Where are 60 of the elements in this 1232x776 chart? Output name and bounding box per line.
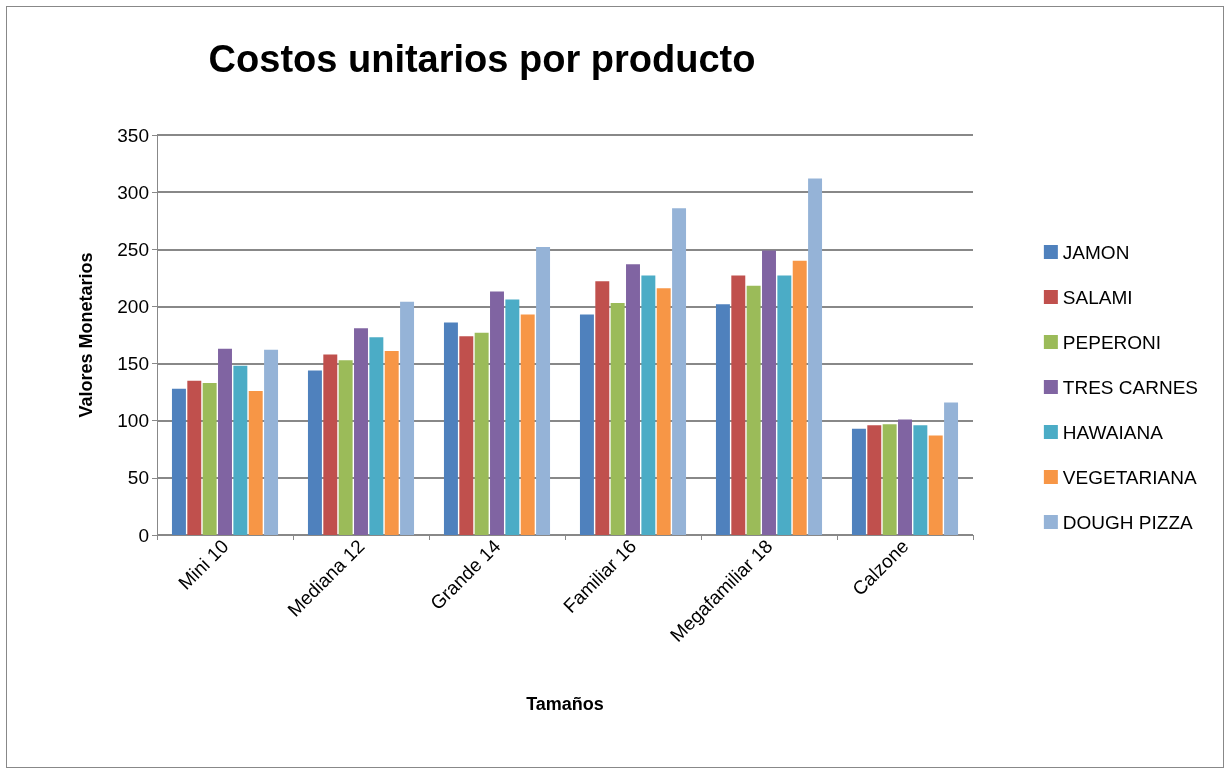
y-tick-label: 150 (117, 353, 149, 375)
bar (672, 208, 687, 535)
y-tick-label: 0 (138, 524, 149, 546)
bar (505, 299, 520, 535)
bar (746, 285, 761, 535)
bar (913, 425, 928, 535)
bar (171, 388, 186, 535)
bar (520, 314, 535, 535)
y-tick-label: 350 (117, 124, 149, 146)
y-tick-label: 50 (127, 467, 149, 489)
bar (443, 322, 458, 535)
bar (762, 250, 776, 535)
y-tick-label: 100 (117, 410, 149, 432)
bar (579, 314, 594, 535)
bar (536, 247, 551, 535)
bar (202, 383, 217, 535)
bar (882, 424, 897, 535)
y-tick-label: 200 (117, 295, 149, 317)
bar (656, 288, 671, 535)
bar (898, 419, 912, 535)
chart-title: Costos unitarios por producto (208, 38, 756, 80)
bar (459, 336, 474, 535)
bar (715, 304, 730, 535)
bar (233, 365, 248, 535)
y-tick-label: 300 (117, 181, 149, 203)
bar (384, 351, 399, 535)
bar (928, 435, 943, 535)
bar (490, 291, 504, 535)
legend-label: PEPERONI (1062, 331, 1162, 353)
bar (264, 349, 279, 535)
bar (641, 275, 656, 535)
bar (369, 337, 384, 535)
bar (248, 391, 263, 535)
bar (851, 428, 866, 535)
bar (731, 275, 746, 535)
bar (323, 354, 338, 535)
bar (187, 380, 202, 535)
x-axis-title: Tamaños (526, 694, 604, 714)
legend-label: HAWAIANA (1062, 421, 1164, 443)
legend-label: SALAMI (1062, 286, 1133, 308)
bar (808, 178, 823, 535)
bar (354, 328, 368, 535)
y-axis-title: Valores Monetarios (76, 252, 96, 418)
legend-label: JAMON (1062, 241, 1130, 263)
bar (626, 264, 640, 535)
legend-label: TRES CARNES (1062, 376, 1199, 398)
bar (792, 260, 807, 535)
bar (595, 281, 610, 535)
bar (307, 370, 322, 535)
bar (944, 402, 959, 535)
bar (777, 275, 792, 535)
bar (867, 425, 882, 535)
y-tick-label: 250 (117, 238, 149, 260)
bar (218, 348, 232, 535)
bar (610, 303, 625, 535)
bar (400, 301, 415, 535)
bar (474, 332, 489, 535)
legend-label: VEGETARIANA (1062, 466, 1197, 488)
legend-label: DOUGH PIZZA (1062, 511, 1194, 533)
bar (338, 360, 353, 535)
